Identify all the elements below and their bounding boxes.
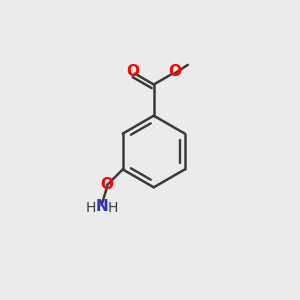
Text: O: O [126, 64, 139, 79]
Text: H: H [85, 201, 96, 215]
Text: O: O [168, 64, 181, 79]
Text: H: H [107, 201, 118, 215]
Text: O: O [101, 177, 114, 192]
Text: N: N [95, 199, 108, 214]
